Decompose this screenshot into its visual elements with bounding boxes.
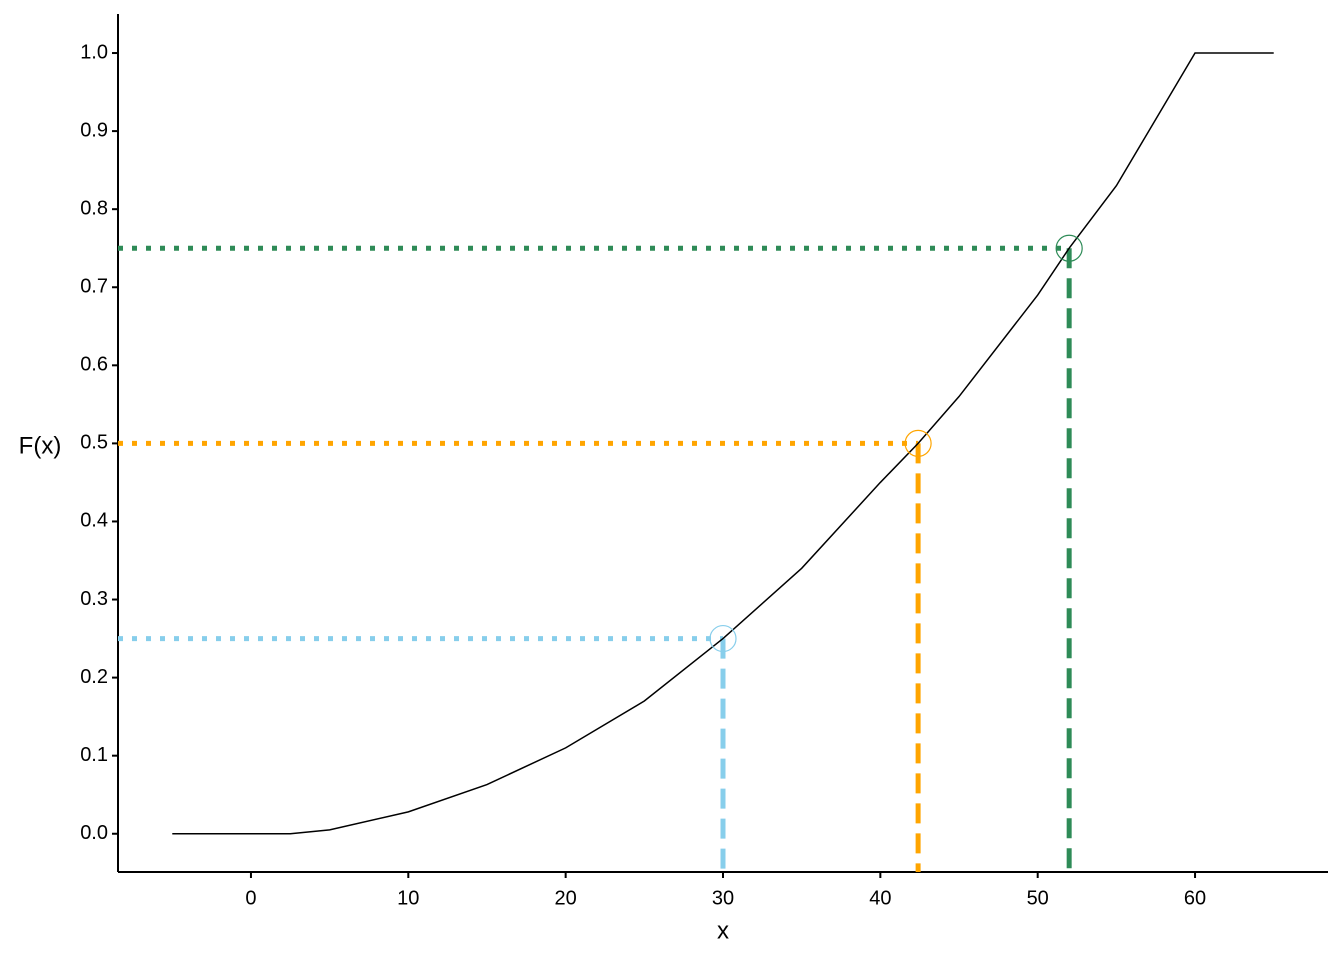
x-tick-label: 10 bbox=[397, 887, 419, 909]
x-tick-label: 20 bbox=[555, 887, 577, 909]
x-tick-label: 40 bbox=[869, 887, 891, 909]
quantile-point bbox=[1055, 234, 1083, 262]
y-tick-label: 0.6 bbox=[80, 354, 108, 376]
y-tick-label: 0.7 bbox=[80, 276, 108, 298]
quantile-point bbox=[709, 624, 737, 653]
x-tick-label: 60 bbox=[1184, 887, 1206, 909]
quantile-point bbox=[904, 429, 932, 457]
y-tick-label: 0.0 bbox=[80, 822, 108, 844]
y-tick-label: 0.9 bbox=[80, 119, 108, 141]
y-tick-label: 0.8 bbox=[80, 197, 108, 219]
x-tick-label: 0 bbox=[245, 887, 256, 909]
y-axis-title: F(x) bbox=[19, 432, 62, 459]
y-tick-label: 0.2 bbox=[80, 666, 108, 688]
x-tick-label: 50 bbox=[1027, 887, 1049, 909]
y-tick-label: 0.5 bbox=[80, 432, 108, 454]
y-tick-label: 0.3 bbox=[80, 588, 108, 610]
x-axis-title: x bbox=[717, 917, 729, 944]
y-tick-label: 1.0 bbox=[80, 41, 108, 63]
x-tick-label: 30 bbox=[712, 887, 734, 909]
y-tick-label: 0.1 bbox=[80, 744, 108, 766]
y-tick-label: 0.4 bbox=[80, 510, 108, 532]
